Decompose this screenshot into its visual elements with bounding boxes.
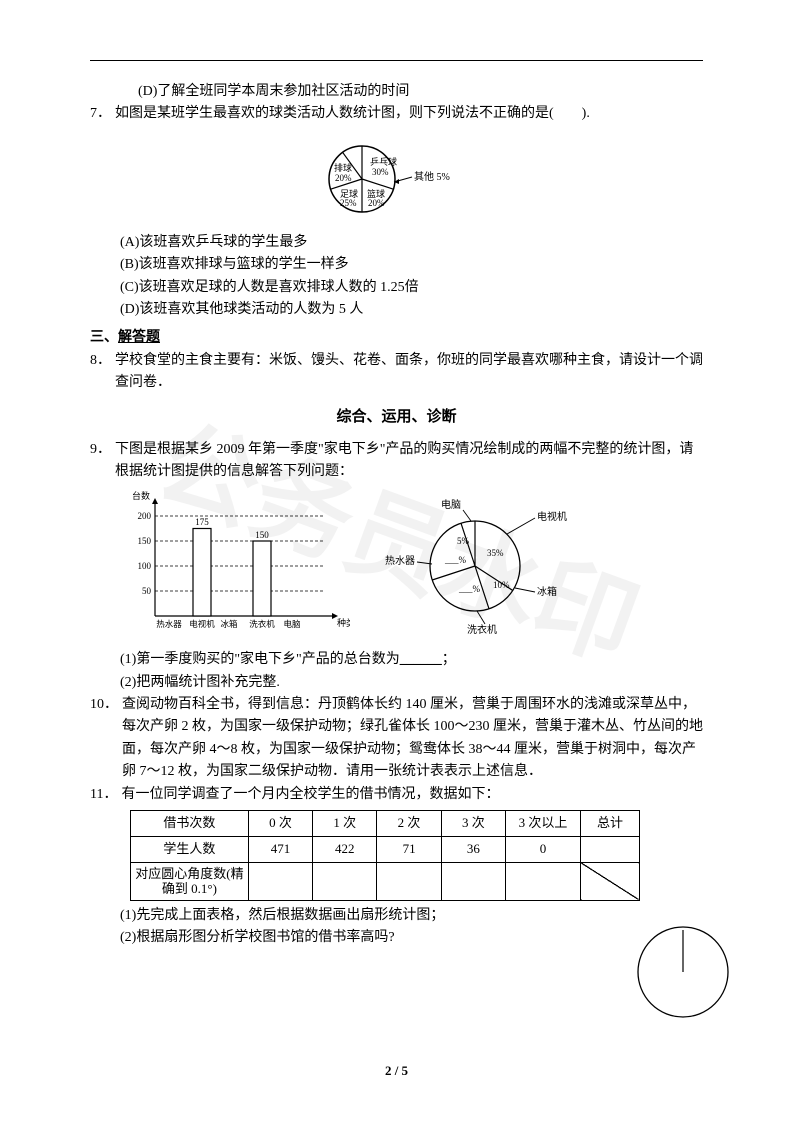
r3-diag (580, 862, 639, 900)
ytick-100: 100 (138, 561, 152, 571)
pie2-lab-fridge: 冰箱 (537, 585, 557, 598)
pie2-pct-5: 5% (457, 536, 470, 546)
question-8: 8． 学校食堂的主食主要有：米饭、馒头、花卷、面条，你班的同学最喜欢哪种主食，请… (90, 350, 703, 395)
q7-text: 如图是某班学生最喜欢的球类活动人数统计图，则下列说法不正确的是( ). (111, 103, 703, 125)
pie2-svg: 35% 10% 5% ___% ___% 电脑 电视机 冰箱 洗衣机 热水器 (380, 496, 580, 636)
bar-val-150: 150 (255, 530, 269, 540)
bar-val-175: 175 (195, 517, 209, 527)
q7-opt-d: (D)该班喜欢其他球类活动的人数为 5 人 (120, 299, 703, 321)
q8-number: 8． (90, 350, 111, 395)
header-rule (90, 60, 703, 61)
question-10: 10． 查阅动物百科全书，得到信息：丹顶鹤体长约 140 厘米，营巢于周围环水的… (90, 694, 703, 784)
q7-opt-b: (B)该班喜欢排球与篮球的学生一样多 (120, 254, 703, 276)
r2-label: 学生人数 (131, 836, 249, 862)
pie2-blank1: ___% (444, 555, 467, 565)
ytick-50: 50 (142, 586, 152, 596)
bar-chart-svg: 台数 种类 50 100 150 200 175 150 热水器 电视机 冰箱 … (120, 491, 350, 641)
q11-table: 借书次数 0 次 1 次 2 次 3 次 3 次以上 总计 学生人数 471 4… (130, 810, 640, 901)
q9-sub1-text-a: (1)第一季度购买的"家电下乡"产品的总台数为 (120, 652, 400, 667)
empty-circle-diagram (633, 922, 733, 1022)
th-3: 2 次 (377, 811, 441, 837)
q9-number: 9． (90, 439, 111, 484)
r2-1: 422 (313, 836, 377, 862)
pie-label-volleyball: 排球 (334, 162, 352, 173)
th-0: 借书次数 (131, 811, 249, 837)
q9-text: 下图是根据某乡 2009 年第一季度"家电下乡"产品的购买情况绘制成的两幅不完整… (111, 439, 703, 484)
q7-options: (A)该班喜欢乒乓球的学生最多 (B)该班喜欢排球与篮球的学生一样多 (C)该班… (90, 232, 703, 322)
pie2-lab-washer: 洗衣机 (467, 623, 497, 636)
pie-pct-30: 30% (372, 167, 389, 177)
pie-chart-svg: 乒乓球 30% 排球 20% 足球 25% 篮球 20% 其他 5% (307, 134, 487, 224)
r3-3 (441, 862, 505, 900)
bar-y-label: 台数 (132, 491, 150, 501)
section-3-num: 三、 (90, 330, 118, 345)
pie2-blank2: ___% (458, 584, 481, 594)
option-d-prev: (D)了解全班同学本周末参加社区活动的时间 (90, 81, 703, 103)
section-3-title: 三、解答题 (90, 327, 703, 349)
r2-4: 0 (505, 836, 580, 862)
th-1: 0 次 (248, 811, 312, 837)
r3-1 (313, 862, 377, 900)
q11-sub1: (1)先完成上面表格，然后根据数据画出扇形统计图； (90, 905, 703, 927)
pie2-lab-heater: 热水器 (385, 554, 415, 567)
q11-number: 11． (90, 784, 117, 806)
section-3-text: 解答题 (118, 330, 160, 345)
q9-sub2: (2)把两幅统计图补充完整. (90, 672, 703, 694)
q7-opt-c: (C)该班喜欢足球的人数是喜欢排球人数的 1.25倍 (120, 277, 703, 299)
question-7: 7． 如图是某班学生最喜欢的球类活动人数统计图，则下列说法不正确的是( ). (90, 103, 703, 125)
pie2-lab-tv: 电视机 (537, 510, 567, 523)
q9-sub1: (1)第一季度购买的"家电下乡"产品的总台数为______； (90, 649, 703, 671)
cat-washer: 洗衣机 (249, 619, 275, 629)
pie2-pct-10: 10% (493, 580, 510, 590)
cat-pc: 电脑 (283, 619, 301, 629)
q9-charts: 台数 种类 50 100 150 200 175 150 热水器 电视机 冰箱 … (120, 491, 703, 641)
bar-tv (193, 529, 211, 617)
cat-tv: 电视机 (189, 619, 215, 629)
pie-label-pingpong: 乒乓球 (370, 156, 397, 167)
q10-number: 10． (90, 694, 118, 784)
bar-x-label: 种类 (337, 617, 350, 628)
page-footer: 2 / 5 (0, 1061, 793, 1082)
pie-pct-20a: 20% (335, 173, 352, 183)
th-4: 3 次 (441, 811, 505, 837)
cat-fridge: 冰箱 (220, 619, 238, 629)
r2-5 (580, 836, 639, 862)
q9-sub1-blank: ______ (400, 652, 442, 667)
th-2: 1 次 (313, 811, 377, 837)
subsection-heading: 综合、运用、诊断 (90, 405, 703, 429)
r2-0: 471 (248, 836, 312, 862)
q7-opt-a: (A)该班喜欢乒乓球的学生最多 (120, 232, 703, 254)
q8-text: 学校食堂的主食主要有：米饭、馒头、花卷、面条，你班的同学最喜欢哪种主食，请设计一… (111, 350, 703, 395)
q9-sub1-text-b: ； (442, 652, 456, 667)
ytick-150: 150 (138, 536, 152, 546)
bar-washer (253, 541, 271, 616)
pie2-lab-pc: 电脑 (441, 498, 461, 511)
q10-text: 查阅动物百科全书，得到信息：丹顶鹤体长约 140 厘米，营巢于周围环水的浅滩或深… (118, 694, 703, 784)
table-row-count: 学生人数 471 422 71 36 0 (131, 836, 640, 862)
q7-pie-chart: 乒乓球 30% 排球 20% 足球 25% 篮球 20% 其他 5% (90, 134, 703, 224)
q7-number: 7． (90, 103, 111, 125)
question-11: 11． 有一位同学调查了一个月内全校学生的借书情况，数据如下： (90, 784, 703, 806)
cat-heater: 热水器 (156, 619, 182, 629)
th-5: 3 次以上 (505, 811, 580, 837)
r3-4 (505, 862, 580, 900)
pie-label-other: 其他 5% (414, 170, 450, 183)
ytick-200: 200 (138, 511, 152, 521)
r3-2 (377, 862, 441, 900)
pie-pct-20b: 20% (368, 198, 385, 208)
r2-2: 71 (377, 836, 441, 862)
pie-pct-25: 25% (340, 198, 357, 208)
r3-label: 对应圆心角度数(精确到 0.1°) (131, 862, 249, 900)
q11-table-container: 借书次数 0 次 1 次 2 次 3 次 3 次以上 总计 学生人数 471 4… (90, 810, 703, 901)
r2-3: 36 (441, 836, 505, 862)
table-row-header: 借书次数 0 次 1 次 2 次 3 次 3 次以上 总计 (131, 811, 640, 837)
pie2-pct-35: 35% (487, 548, 504, 558)
q11-text: 有一位同学调查了一个月内全校学生的借书情况，数据如下： (117, 784, 703, 806)
question-9: 9． 下图是根据某乡 2009 年第一季度"家电下乡"产品的购买情况绘制成的两幅… (90, 439, 703, 484)
table-row-angle: 对应圆心角度数(精确到 0.1°) (131, 862, 640, 900)
q11-sub2: (2)根据扇形图分析学校图书馆的借书率高吗? (90, 927, 703, 949)
th-6: 总计 (580, 811, 639, 837)
r3-0 (248, 862, 312, 900)
